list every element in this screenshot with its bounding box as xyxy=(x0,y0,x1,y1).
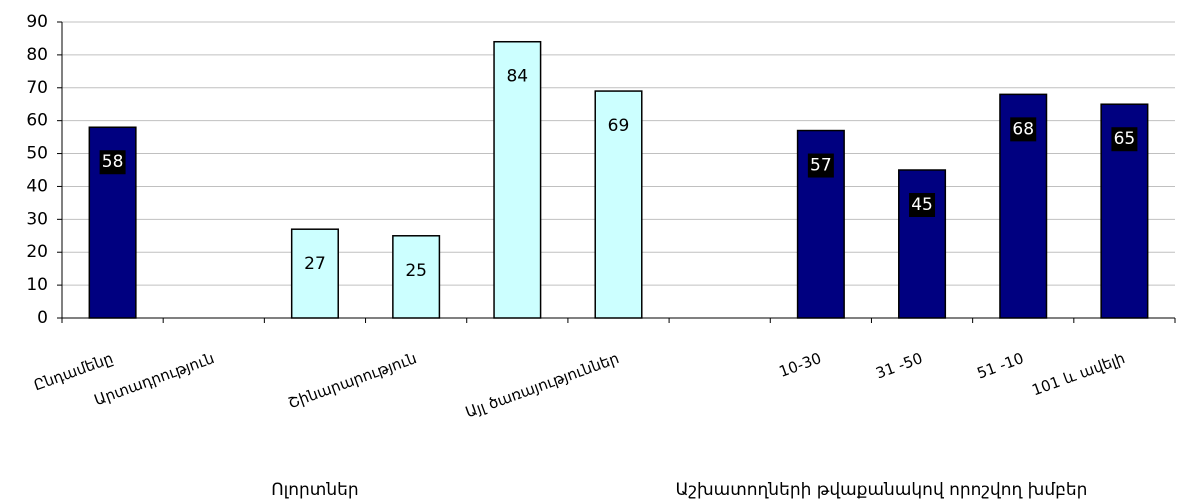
value-label: 84 xyxy=(506,67,528,87)
value-label: 69 xyxy=(608,116,630,136)
value-label: 68 xyxy=(1012,119,1034,139)
value-label-bg xyxy=(1010,117,1037,142)
y-tick-label: 60 xyxy=(26,111,48,131)
value-label: 58 xyxy=(102,152,124,172)
value-label-bg xyxy=(99,150,126,175)
value-label: 25 xyxy=(405,261,427,281)
x-tick-label: 101 և ավելի xyxy=(1029,349,1127,399)
value-label: 65 xyxy=(1114,129,1136,149)
value-label: 57 xyxy=(810,156,832,176)
bar xyxy=(493,40,542,319)
x-tick-label: 51 -10 xyxy=(975,349,1027,382)
group-label: Ոլորտներ xyxy=(271,480,358,500)
value-label-bg xyxy=(807,153,834,178)
value-label: 45 xyxy=(911,195,933,215)
y-tick-label: 50 xyxy=(26,144,48,164)
y-tick-label: 0 xyxy=(37,308,48,328)
y-tick-label: 30 xyxy=(26,209,48,229)
bar xyxy=(290,228,339,319)
y-tick-label: 70 xyxy=(26,78,48,98)
x-tick-label: 31 -50 xyxy=(873,349,925,382)
bar xyxy=(898,169,947,319)
value-label-bg xyxy=(909,193,936,217)
y-tick-label: 10 xyxy=(26,275,48,295)
group-label: Աշխատողների թվաքանակով որոշվող խմբեր xyxy=(675,480,1087,500)
value-label: 27 xyxy=(304,254,326,274)
x-tick-label: 10-30 xyxy=(777,349,824,381)
bar xyxy=(392,235,441,319)
y-tick-label: 20 xyxy=(26,242,48,262)
bar xyxy=(594,90,643,319)
y-tick-label: 40 xyxy=(26,176,48,196)
value-label-bg xyxy=(1111,127,1138,152)
y-tick-label: 90 xyxy=(26,12,48,32)
y-tick-label: 80 xyxy=(26,45,48,65)
x-tick-label: Շինարարություն xyxy=(286,349,419,412)
x-tick-label: Այլ ծառայություններ xyxy=(463,349,621,421)
